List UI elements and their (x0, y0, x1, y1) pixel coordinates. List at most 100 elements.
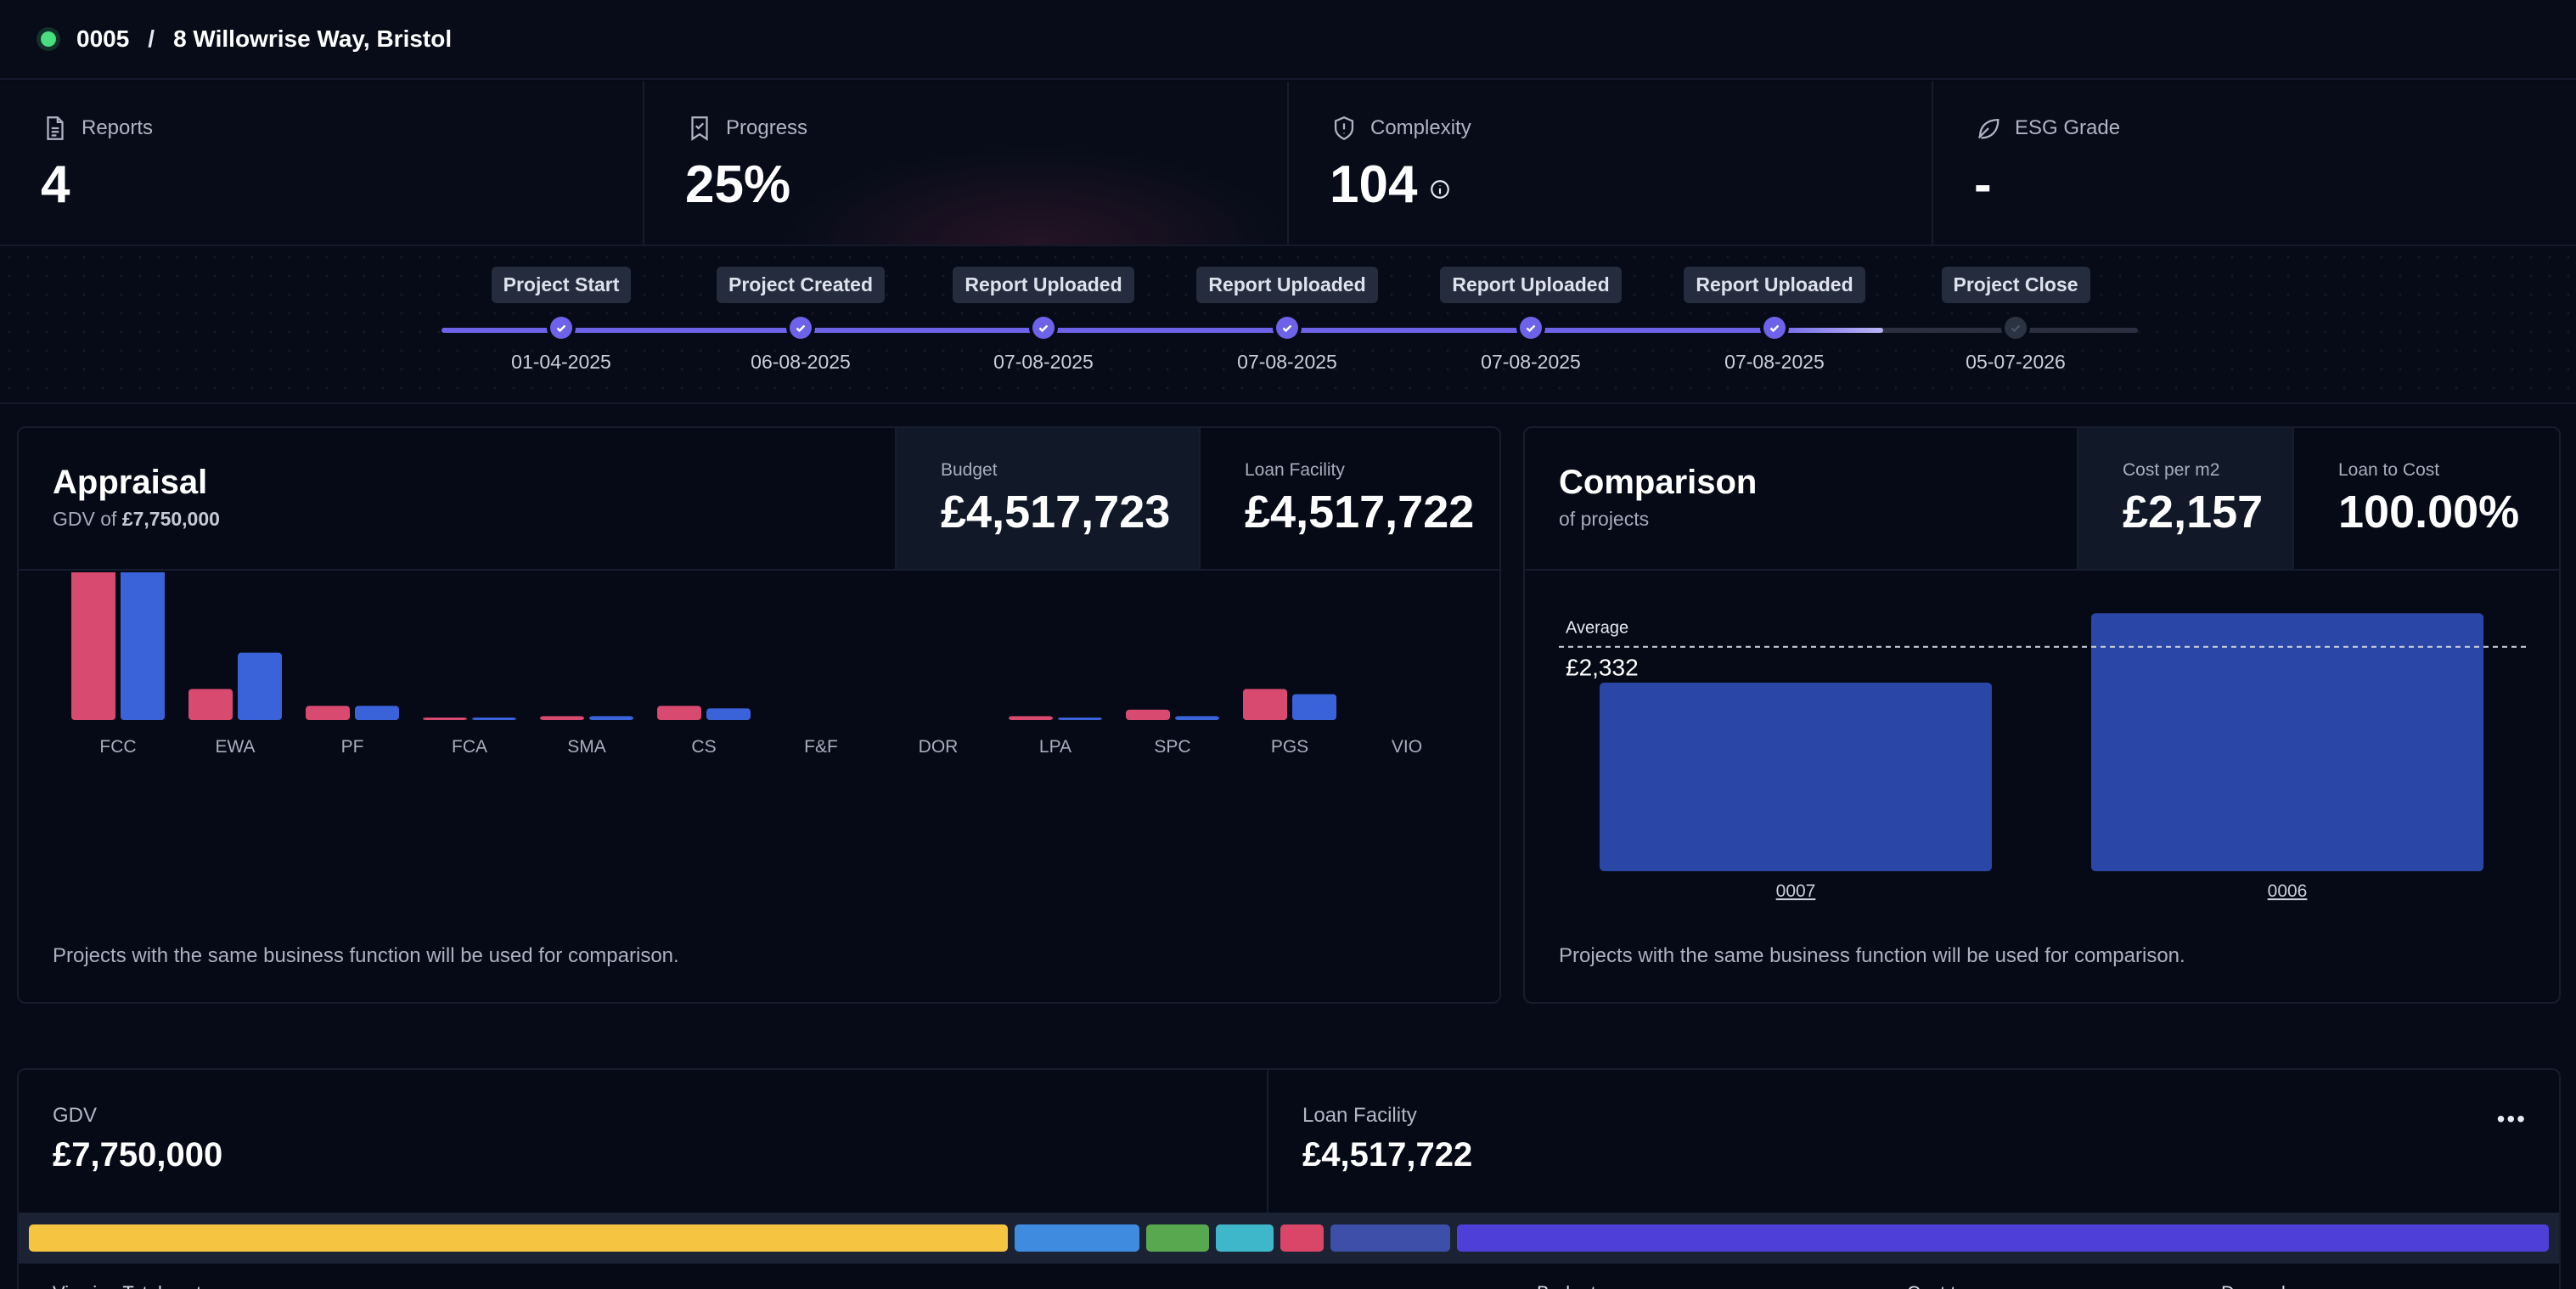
milestone-check-icon (790, 317, 812, 339)
comparison-subtitle: of projects (1559, 508, 1650, 530)
appraisal-title: Appraisal (53, 464, 208, 501)
bar-fca-s2 (472, 718, 516, 720)
average-value: £2,332 (1566, 655, 1639, 681)
gdv-value: £7,750,000 (121, 508, 220, 530)
allocation-segment[interactable] (1280, 1224, 1324, 1252)
bar-pgs-s2 (1292, 694, 1336, 720)
document-icon (47, 116, 64, 140)
milestone-label: Report Uploaded (1196, 267, 1378, 303)
bar-cs-s1 (657, 706, 701, 720)
milestone-label: Report Uploaded (953, 267, 1134, 303)
x-tick-label: SPC (1154, 737, 1190, 757)
milestone-project-close[interactable]: Project Close 05-07-2026 (1905, 267, 2126, 374)
allocation-segment[interactable] (29, 1224, 1008, 1252)
milestone-report-uploaded[interactable]: Report Uploaded 07-08-2025 (1664, 267, 1885, 374)
loan-to-cost-value: 100.00% (2338, 487, 2520, 538)
stat-label: ESG Grade (2015, 116, 2121, 139)
milestone-label: Report Uploaded (1440, 267, 1622, 303)
breadcrumb-address: 8 Willowrise Way, Bristol (173, 25, 453, 52)
stat-label: Reports (82, 116, 154, 139)
summary-panel: GDV £7,750,000 Loan Facility £4,517,722 … (17, 1068, 2561, 1289)
project-timeline: Project Start 01-04-2025 Project Created… (0, 248, 2576, 404)
x-tick-label: VIO (1392, 737, 1422, 757)
more-options-icon[interactable]: ••• (2496, 1106, 2527, 1132)
milestone-check-icon (550, 317, 572, 339)
bar-fcc-s2 (121, 572, 165, 720)
allocation-segment[interactable] (1457, 1224, 2549, 1252)
loan-facility-metric: Loan Facility £4,517,722 (1199, 428, 1499, 569)
stats-row: Reports 4 Progress 25% Complexity 104 ES… (0, 82, 2576, 246)
bar-ewa-s1 (188, 689, 233, 720)
comparison-bar-chart: 0007 0006 Average £2,332 (1559, 613, 2528, 901)
allocation-bar (19, 1213, 2559, 1264)
bar-project-0007 (1600, 682, 1992, 871)
milestone-report-uploaded[interactable]: Report Uploaded 07-08-2025 (1420, 267, 1641, 374)
bar-lpa-s1 (1009, 716, 1053, 720)
loan-facility-value: £4,517,722 (1302, 1136, 1473, 1174)
bar-sma-s2 (589, 716, 633, 720)
x-tick-label: PGS (1271, 737, 1308, 757)
milestone-project-created[interactable]: Project Created 06-08-2025 (690, 267, 911, 374)
x-tick-label: SMA (567, 737, 606, 757)
bar-fca-s1 (423, 718, 467, 720)
appraisal-note: Projects with the same business function… (53, 944, 679, 967)
milestone-check-icon (1763, 317, 1786, 339)
milestone-label: Report Uploaded (1684, 267, 1865, 303)
milestone-date: 01-04-2025 (511, 351, 611, 373)
appraisal-panel: Appraisal GDV of £7,750,000 Budget £4,51… (17, 426, 1501, 1004)
stat-complexity: Complexity 104 (1289, 82, 1933, 245)
bookmark-check-icon (691, 116, 708, 141)
milestone-date: 06-08-2025 (751, 351, 851, 373)
x-tick-label: EWA (215, 737, 255, 757)
loan-to-cost-metric: Loan to Cost 100.00% (2292, 428, 2559, 569)
bar-ewa-s2 (238, 652, 282, 720)
allocation-segment[interactable] (1014, 1224, 1140, 1252)
bar-project-0006 (2091, 613, 2483, 871)
breadcrumb-project-id[interactable]: 0005 (76, 25, 130, 52)
milestone-report-uploaded[interactable]: Report Uploaded 07-08-2025 (1177, 267, 1398, 374)
stat-value: 25% (685, 155, 791, 214)
milestone-report-uploaded[interactable]: Report Uploaded 07-08-2025 (933, 267, 1154, 374)
page-header: 0005 / 8 Willowrise Way, Bristol (0, 0, 2576, 80)
appraisal-bar-chart: FCC EWA PF FCA SMA CS F&F DOR LPA SPC PGS VIO (71, 572, 1422, 757)
stat-esg-grade: ESG Grade - (1933, 82, 2576, 245)
budget-label: Budget (941, 460, 998, 480)
bar-sma-s1 (540, 716, 584, 720)
stat-value: 104 (1330, 155, 1418, 214)
info-icon[interactable] (1429, 178, 1451, 200)
stat-progress: Progress 25% (644, 82, 1289, 245)
bar-lpa-s2 (1058, 717, 1102, 720)
x-tick-label: CS (691, 737, 716, 757)
loan-facility-block: Loan Facility £4,517,722 (1268, 1070, 2542, 1213)
loan-to-cost-label: Loan to Cost (2338, 460, 2440, 480)
allocation-segment[interactable] (1216, 1224, 1274, 1252)
gdv-prefix: GDV of (53, 508, 117, 530)
x-tick-label: LPA (1039, 737, 1071, 757)
gdv-block: GDV £7,750,000 (19, 1070, 1268, 1213)
comparison-note: Projects with the same business function… (1559, 944, 2185, 967)
loan-facility-value: £4,517,722 (1245, 487, 1475, 538)
milestone-date: 07-08-2025 (1481, 351, 1581, 373)
milestone-check-icon (2005, 317, 2027, 339)
gdv-label: GDV (53, 1104, 98, 1127)
milestone-date: 07-08-2025 (1237, 351, 1337, 373)
average-label: Average (1566, 619, 1628, 638)
milestone-check-icon (1276, 317, 1298, 339)
bar-cs-s2 (706, 708, 751, 720)
bar-pf-s1 (306, 706, 350, 720)
bar-pgs-s1 (1243, 689, 1287, 720)
milestone-check-icon (1032, 317, 1055, 339)
stat-value: - (1974, 155, 1992, 214)
timeline-progress (442, 328, 1883, 333)
status-dot (41, 31, 56, 47)
allocation-segment[interactable] (1330, 1224, 1451, 1252)
x-tick-label: DOR (919, 737, 959, 757)
allocation-segment[interactable] (1146, 1224, 1210, 1252)
loan-facility-label: Loan Facility (1245, 460, 1345, 480)
x-tick-label: PF (341, 737, 364, 757)
budget-value: £4,517,723 (941, 487, 1171, 538)
cost-per-m2-value: £2,157 (2123, 487, 2264, 538)
stat-value: 4 (41, 155, 70, 214)
milestone-project-start[interactable]: Project Start 01-04-2025 (451, 267, 672, 374)
gdv-value: £7,750,000 (53, 1136, 223, 1174)
